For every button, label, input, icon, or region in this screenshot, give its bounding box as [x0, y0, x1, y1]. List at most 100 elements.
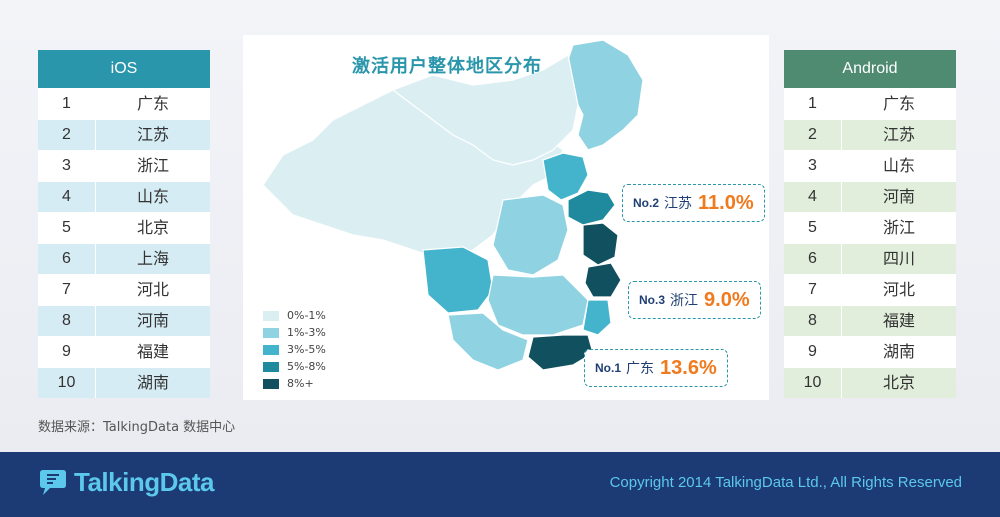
legend-label: 8%+: [287, 377, 314, 390]
callout-rank: No.2: [633, 196, 660, 210]
map-region-guangdong: [527, 334, 594, 371]
callout-province: 广东: [626, 361, 655, 377]
ios-province: 江苏: [95, 120, 210, 150]
callout-province: 浙江: [670, 293, 699, 309]
legend-item: 5%-8%: [263, 358, 326, 375]
android-province: 河北: [841, 275, 956, 305]
android-rank: 9: [808, 343, 817, 360]
android-province: 河南: [841, 182, 956, 212]
talkingdata-logo: TalkingData: [38, 467, 214, 498]
legend-swatch: [263, 361, 279, 372]
callout-value: 9.0%: [704, 288, 750, 311]
map-region-fujian: [582, 299, 612, 336]
legend-item: 1%-3%: [263, 324, 326, 341]
android-rank: 10: [803, 374, 822, 391]
map-legend: 0%-1% 1%-3% 3%-5% 5%-8% 8%+: [263, 307, 326, 392]
legend-label: 5%-8%: [287, 360, 326, 373]
callout-value: 13.6%: [660, 356, 717, 379]
ios-row: 2 江苏: [38, 119, 210, 150]
legend-swatch: [263, 327, 279, 338]
legend-item: 3%-5%: [263, 341, 326, 358]
legend-swatch: [263, 378, 279, 389]
ios-row: 10 湖南: [38, 367, 210, 398]
ios-rank: 7: [62, 281, 71, 298]
map-region-zhejiang: [584, 262, 622, 298]
ios-row: 3 浙江: [38, 150, 210, 181]
ios-row: 4 山东: [38, 181, 210, 212]
map-region-jiangsu: [582, 222, 619, 266]
legend-swatch: [263, 310, 279, 321]
android-row: 2 江苏: [784, 119, 956, 150]
speech-bubble-logo-icon: [40, 469, 66, 495]
callout-province: 江苏: [664, 196, 693, 212]
ios-rank: 9: [62, 343, 71, 360]
data-source-note: 数据来源：TalkingData 数据中心: [38, 420, 236, 435]
android-province: 广东: [841, 89, 956, 119]
legend-item: 0%-1%: [263, 307, 326, 324]
android-ranking-table: Android 1 广东 2 江苏 3 山东 4 河南 5 浙江 6 四川 7 河北 8 福建 9 湖南 10 北京: [784, 50, 956, 398]
ios-row: 8 河南: [38, 305, 210, 336]
ios-rank: 8: [62, 312, 71, 329]
ios-row: 7 河北: [38, 274, 210, 305]
android-rank: 8: [808, 312, 817, 329]
ios-province: 广东: [95, 89, 210, 119]
ios-province: 福建: [95, 337, 210, 367]
android-rank: 5: [808, 219, 817, 236]
android-province: 山东: [841, 151, 956, 181]
legend-label: 1%-3%: [287, 326, 326, 339]
logo-text: TalkingData: [74, 467, 214, 497]
map-region-central: [492, 194, 569, 276]
legend-swatch: [263, 344, 279, 355]
android-rank: 2: [808, 126, 817, 143]
android-province: 四川: [841, 244, 956, 274]
ios-row: 6 上海: [38, 243, 210, 274]
map-region-shandong: [567, 189, 616, 226]
legend-label: 0%-1%: [287, 309, 326, 322]
android-row: 6 四川: [784, 243, 956, 274]
map-region-sichuan: [422, 246, 494, 314]
legend-item: 8%+: [263, 375, 326, 392]
ios-province: 上海: [95, 244, 210, 274]
copyright-text: Copyright 2014 TalkingData Ltd., All Rig…: [609, 474, 962, 491]
ios-rank: 10: [57, 374, 76, 391]
map-region-south-central: [487, 274, 589, 336]
android-row: 3 山东: [784, 150, 956, 181]
map-region-north-china: [542, 152, 589, 201]
android-row: 10 北京: [784, 367, 956, 398]
ios-province: 河南: [95, 306, 210, 336]
ios-province: 浙江: [95, 151, 210, 181]
map-region-southwest: [447, 312, 529, 371]
android-rank: 4: [808, 188, 817, 205]
android-rank: 6: [808, 250, 817, 267]
android-table-rows: 1 广东 2 江苏 3 山东 4 河南 5 浙江 6 四川 7 河北 8 福建 9 湖南 10 北京: [784, 88, 956, 398]
android-province: 浙江: [841, 213, 956, 243]
china-map: [262, 39, 644, 371]
callout-rank: No.3: [639, 293, 666, 307]
ios-row: 5 北京: [38, 212, 210, 243]
callout-value: 11.0%: [698, 191, 754, 214]
map-region-inner-mongolia: [391, 54, 579, 166]
android-row: 7 河北: [784, 274, 956, 305]
ios-rank: 2: [62, 126, 71, 143]
callout-jiangsu: No.2 江苏 11.0%: [622, 184, 765, 222]
ios-row: 1 广东: [38, 88, 210, 119]
android-rank: 1: [808, 95, 817, 112]
android-row: 5 浙江: [784, 212, 956, 243]
ios-province: 湖南: [95, 368, 210, 398]
android-rank: 3: [808, 157, 817, 174]
ios-province: 北京: [95, 213, 210, 243]
android-province: 江苏: [841, 120, 956, 150]
android-row: 4 河南: [784, 181, 956, 212]
android-row: 1 广东: [784, 88, 956, 119]
legend-label: 3%-5%: [287, 343, 326, 356]
ios-rank: 4: [62, 188, 71, 205]
android-province: 湖南: [841, 337, 956, 367]
android-rank: 7: [808, 281, 817, 298]
callout-rank: No.1: [595, 361, 622, 375]
map-region-west: [262, 89, 564, 261]
android-row: 8 福建: [784, 305, 956, 336]
ios-table-header: iOS: [38, 50, 210, 88]
ios-province: 河北: [95, 275, 210, 305]
android-province: 北京: [841, 368, 956, 398]
android-province: 福建: [841, 306, 956, 336]
